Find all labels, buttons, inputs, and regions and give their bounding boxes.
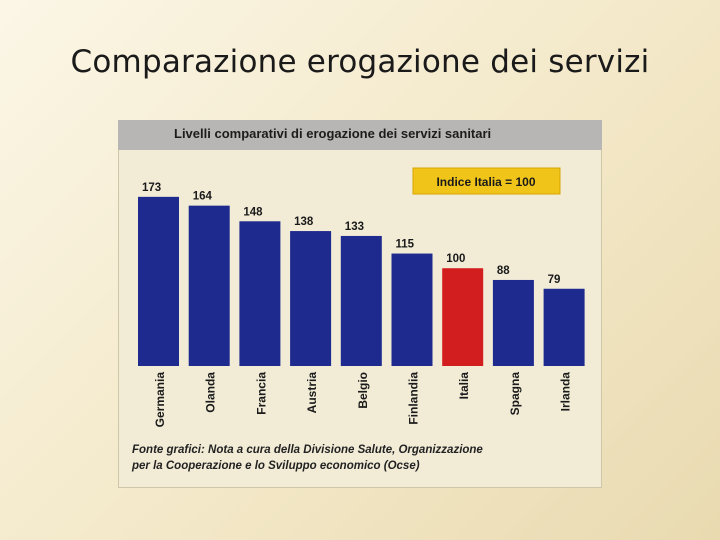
category-label-spagna: Spagna: [508, 372, 522, 416]
category-label-germania: Germania: [153, 372, 167, 428]
chart-figure: Livelli comparativi di erogazione dei se…: [118, 120, 602, 488]
bar-irlanda: [543, 288, 585, 366]
category-label-austria: Austria: [305, 372, 319, 414]
category-label-belgio: Belgio: [356, 372, 370, 409]
annotation-box: Indice Italia = 100: [412, 167, 561, 195]
value-label-germania: 173: [142, 182, 161, 194]
bar-italia: [442, 268, 484, 366]
category-label-italia: Italia: [457, 372, 471, 400]
annotation-text: Indice Italia = 100: [436, 175, 535, 189]
value-label-spagna: 88: [497, 265, 510, 277]
value-label-olanda: 164: [193, 191, 213, 203]
bar-francia: [239, 221, 281, 366]
value-label-finlandia: 115: [396, 239, 415, 251]
value-label-belgio: 133: [345, 221, 364, 233]
chart-header: Livelli comparativi di erogazione dei se…: [118, 120, 602, 150]
value-label-francia: 148: [243, 206, 263, 218]
bars-layer: 173 Germania 164 Olanda 148 Francia 138 Austria…: [138, 182, 585, 428]
source-line-1: Fonte grafici: Nota a cura della Divisio…: [132, 444, 483, 456]
bar-chart: Indice Italia = 100 173 Germania 164 Olanda…: [138, 167, 585, 428]
bar-germania: [138, 196, 179, 366]
bar-finlandia: [391, 253, 433, 366]
category-label-finlandia: Finlandia: [407, 372, 421, 425]
bar-olanda: [188, 205, 230, 366]
value-label-italia: 100: [446, 253, 465, 265]
source-line-2: per la Cooperazione e lo Sviluppo econom…: [132, 460, 420, 472]
bar-spagna: [492, 279, 534, 366]
chart-title: Livelli comparativi di erogazione dei se…: [174, 126, 492, 141]
bar-austria: [290, 231, 332, 366]
slide-title: Comparazione erogazione dei servizi: [70, 44, 650, 80]
bar-belgio: [340, 235, 382, 366]
source-note: Fonte grafici: Nota a cura della Divisio…: [132, 442, 592, 474]
category-label-francia: Francia: [254, 372, 268, 415]
value-label-irlanda: 79: [548, 274, 561, 286]
category-label-olanda: Olanda: [204, 372, 218, 413]
category-label-irlanda: Irlanda: [559, 372, 573, 412]
value-label-austria: 138: [294, 216, 314, 228]
